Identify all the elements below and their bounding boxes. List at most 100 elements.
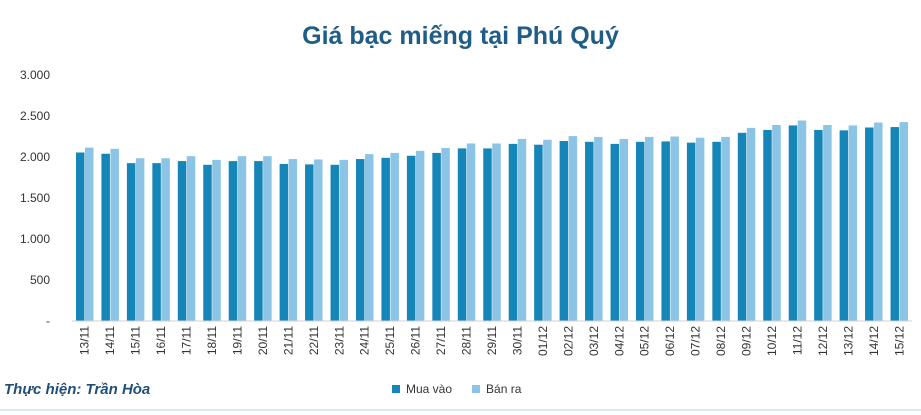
bar-ban-ra — [772, 125, 781, 322]
bar-ban-ra — [161, 158, 170, 321]
x-tick-label: 06/12 — [663, 326, 677, 356]
bar-mua-vao — [610, 143, 620, 321]
bar-ban-ra — [441, 147, 450, 321]
bar-ban-ra — [84, 147, 94, 321]
x-tick-label: 07/12 — [689, 326, 703, 356]
legend-label-ban-ra: Bán ra — [486, 382, 522, 396]
bar-mua-vao — [712, 141, 721, 321]
bar-mua-vao — [763, 129, 772, 321]
legend: Mua vào Bán ra — [392, 382, 521, 396]
x-tick-label: 28/11 — [460, 326, 474, 355]
x-tick-label: 01/12 — [536, 326, 550, 356]
x-tick-label: 14/12 — [867, 326, 881, 356]
x-tick-label: 10/12 — [765, 326, 779, 356]
bar-ban-ra — [721, 136, 730, 321]
x-tick-label: 09/12 — [740, 326, 754, 356]
bar-mua-vao — [865, 127, 874, 321]
x-tick-label: 19/11 — [230, 326, 244, 355]
x-tick-label: 30/11 — [510, 326, 524, 355]
bar-mua-vao — [559, 141, 569, 321]
y-tick-label: 2.000 — [20, 150, 50, 164]
bar-mua-vao — [457, 148, 467, 321]
bar-ban-ra — [339, 159, 349, 321]
bar-ban-ra — [364, 154, 374, 321]
bar-ban-ra — [644, 136, 654, 321]
bar-mua-vao — [814, 129, 823, 321]
bar-mua-vao — [101, 153, 110, 321]
bar-ban-ra — [135, 158, 145, 321]
bar-mua-vao — [432, 152, 441, 321]
bars — [75, 120, 909, 322]
bar-ban-ra — [390, 152, 399, 321]
bar-mua-vao — [839, 130, 849, 321]
bar-mua-vao — [355, 159, 365, 321]
x-tick-label: 15/11 — [129, 326, 143, 355]
y-tick-label: - — [46, 314, 50, 328]
bar-mua-vao — [177, 161, 187, 321]
y-axis: - 500 1.000 1.500 2.000 2.500 3.000 — [20, 68, 50, 328]
legend-item-mua-vao: Mua vào — [392, 382, 452, 396]
bar-ban-ra — [186, 156, 196, 321]
bar-ban-ra — [415, 150, 425, 321]
y-tick-label: 1.500 — [20, 191, 50, 205]
bar-ban-ra — [899, 122, 909, 322]
bar-ban-ra — [466, 143, 476, 321]
legend-label-mua-vao: Mua vào — [406, 382, 453, 396]
x-tick-label: 04/12 — [612, 326, 626, 356]
x-tick-label: 17/11 — [180, 326, 194, 355]
bar-ban-ra — [237, 156, 247, 321]
bar-mua-vao — [635, 141, 645, 321]
x-tick-label: 23/11 — [332, 326, 346, 355]
bar-mua-vao — [585, 141, 594, 321]
bar-mua-vao — [508, 143, 518, 321]
bar-ban-ra — [746, 127, 756, 321]
bar-ban-ra — [517, 138, 527, 321]
bar-ban-ra — [263, 156, 272, 321]
x-tick-label: 27/11 — [434, 326, 448, 355]
bar-mua-vao — [483, 148, 492, 321]
x-tick-label: 15/12 — [892, 326, 906, 356]
bar-mua-vao — [406, 155, 416, 321]
bar-ban-ra — [848, 125, 858, 322]
bar-mua-vao — [330, 164, 340, 321]
x-tick-label: 22/11 — [307, 326, 321, 355]
x-tick-label: 13/12 — [841, 326, 855, 356]
legend-swatch-mua-vao — [392, 385, 400, 393]
bar-ban-ra — [797, 120, 807, 321]
x-tick-label: 12/12 — [816, 326, 830, 356]
x-tick-label: 16/11 — [154, 326, 168, 355]
legend-swatch-ban-ra — [472, 385, 481, 393]
bar-ban-ra — [288, 159, 298, 321]
bar-mua-vao — [228, 161, 238, 321]
y-tick-label: 2.500 — [20, 109, 50, 123]
x-tick-label: 24/11 — [358, 326, 372, 355]
bar-mua-vao — [279, 163, 289, 321]
x-tick-label: 11/12 — [790, 326, 804, 355]
bar-ban-ra — [110, 148, 119, 321]
bar-mua-vao — [661, 141, 670, 321]
x-tick-label: 26/11 — [409, 326, 423, 355]
bar-ban-ra — [568, 136, 578, 321]
x-tick-label: 14/11 — [103, 326, 117, 355]
x-tick-label: 08/12 — [714, 326, 728, 356]
x-tick-label: 21/11 — [281, 326, 295, 355]
x-tick-label: 29/11 — [485, 326, 499, 355]
bar-mua-vao — [254, 161, 263, 321]
x-axis: 13/11 14/11 15/11 16/11 17/11 18/11 19/11 20/11… — [72, 320, 912, 356]
bar-mua-vao — [152, 163, 161, 321]
bar-ban-ra — [314, 159, 323, 321]
bar-mua-vao — [737, 132, 747, 321]
y-tick-label: 3.000 — [20, 68, 50, 82]
bar-ban-ra — [670, 136, 679, 321]
bar-mua-vao — [75, 152, 85, 321]
bar-mua-vao — [381, 157, 390, 321]
bar-mua-vao — [890, 127, 900, 321]
bar-mua-vao — [686, 142, 696, 321]
y-tick-label: 1.000 — [20, 232, 50, 246]
x-tick-label: 20/11 — [256, 326, 270, 355]
x-tick-label: 03/12 — [587, 326, 601, 356]
x-tick-label: 05/12 — [638, 326, 652, 356]
bar-ban-ra — [212, 159, 221, 321]
credit-text: Thực hiện: Trần Hòa — [4, 381, 151, 398]
